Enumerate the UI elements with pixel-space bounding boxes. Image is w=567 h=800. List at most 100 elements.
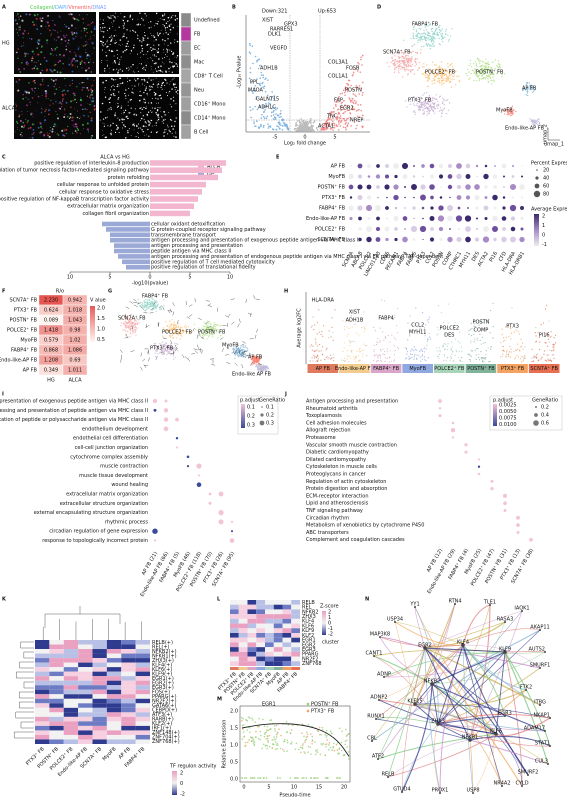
mask-speck bbox=[150, 46, 152, 49]
mask-speck bbox=[170, 98, 172, 100]
cell-point bbox=[436, 100, 439, 103]
dendrogram bbox=[20, 721, 34, 729]
cell-point bbox=[537, 118, 540, 120]
cell-point bbox=[395, 66, 397, 68]
gene-point bbox=[360, 58, 362, 61]
gene-point bbox=[353, 340, 355, 343]
cell-point bbox=[131, 321, 133, 324]
gene-point bbox=[336, 108, 339, 111]
gene-point bbox=[351, 74, 354, 77]
mask-speck bbox=[119, 68, 121, 70]
gene-point bbox=[329, 358, 331, 360]
mask-speck bbox=[148, 77, 150, 79]
cell-point bbox=[447, 77, 449, 79]
mask-speck bbox=[123, 15, 126, 18]
gene-point bbox=[474, 338, 476, 340]
image-speck bbox=[62, 100, 64, 102]
image-speck bbox=[47, 28, 49, 30]
legend-label: 0.0075 bbox=[499, 416, 517, 422]
gene-point bbox=[316, 129, 319, 131]
legend-label: CD14⁺ Mono bbox=[194, 116, 226, 122]
image-speck bbox=[39, 71, 42, 75]
cell-point bbox=[446, 75, 448, 77]
velocity-arrow bbox=[194, 350, 198, 354]
cell-point bbox=[141, 302, 144, 304]
cell-point bbox=[441, 28, 443, 30]
cell-point bbox=[497, 63, 500, 65]
mask-speck bbox=[170, 81, 171, 82]
cell-point bbox=[428, 24, 431, 26]
mask-speck bbox=[157, 114, 159, 116]
dendrogram bbox=[14, 731, 34, 739]
image-speck bbox=[45, 69, 48, 72]
gene-point bbox=[428, 332, 430, 335]
gene-point bbox=[328, 118, 330, 120]
image-speck bbox=[54, 29, 56, 32]
gene-point bbox=[393, 316, 396, 318]
image-speck bbox=[46, 21, 49, 24]
gene-point bbox=[249, 109, 252, 112]
cell-point bbox=[439, 30, 442, 32]
mask-speck bbox=[166, 26, 168, 29]
mask-speck bbox=[101, 44, 103, 46]
mask-speck bbox=[113, 35, 115, 37]
gene-point bbox=[374, 354, 376, 356]
image-speck bbox=[17, 127, 19, 129]
cell-point bbox=[422, 73, 424, 76]
image-speck bbox=[76, 60, 78, 62]
mask-speck bbox=[136, 67, 138, 69]
gene-point bbox=[424, 346, 426, 348]
gene-point bbox=[393, 354, 396, 356]
expression-dot bbox=[493, 185, 497, 189]
cell-value: 0.089 bbox=[44, 318, 58, 324]
image-speck bbox=[52, 103, 54, 105]
gene-point bbox=[344, 360, 346, 362]
mask-speck bbox=[104, 44, 106, 45]
image-speck bbox=[93, 35, 95, 37]
image-speck bbox=[61, 129, 64, 132]
gene-point bbox=[259, 64, 261, 67]
image-speck bbox=[27, 127, 30, 130]
cell-point bbox=[146, 299, 149, 301]
image-speck bbox=[34, 82, 36, 84]
cell-point bbox=[485, 76, 487, 78]
mask-speck bbox=[117, 105, 120, 108]
gene-point bbox=[502, 353, 504, 355]
image-speck bbox=[40, 51, 43, 54]
cell-point bbox=[430, 45, 432, 47]
cell-point bbox=[412, 45, 414, 47]
gene-point bbox=[458, 356, 460, 359]
cell-point bbox=[432, 103, 434, 105]
cell-point bbox=[394, 67, 396, 69]
gene-point bbox=[451, 353, 453, 355]
image-speck bbox=[34, 65, 37, 67]
gene-point bbox=[436, 350, 438, 352]
cell-point bbox=[491, 68, 493, 70]
gene-point bbox=[536, 353, 539, 355]
cell-point bbox=[409, 59, 412, 61]
cell-point bbox=[145, 301, 147, 303]
cell-point bbox=[480, 60, 482, 62]
image-speck bbox=[75, 55, 77, 58]
gene-point bbox=[508, 335, 510, 338]
cell-point bbox=[488, 75, 491, 78]
image-speck bbox=[52, 19, 54, 22]
gene-label: COL3A1 bbox=[328, 60, 348, 66]
image-speck bbox=[40, 111, 43, 114]
mask-speck bbox=[148, 102, 150, 104]
gene-point bbox=[262, 106, 265, 109]
image-speck bbox=[55, 39, 57, 41]
dendrogram bbox=[19, 661, 34, 669]
cell-point bbox=[400, 59, 403, 61]
cell-point bbox=[440, 67, 442, 69]
expression-dot bbox=[476, 175, 478, 178]
gene-point bbox=[475, 354, 477, 356]
mask-speck bbox=[120, 56, 122, 58]
gene-point bbox=[549, 349, 551, 351]
mask-speck bbox=[157, 44, 160, 46]
image-speck bbox=[36, 47, 38, 49]
expression-dot bbox=[393, 194, 399, 201]
gene-point bbox=[336, 116, 339, 118]
expression-dot bbox=[358, 227, 362, 231]
gene-point bbox=[531, 360, 533, 363]
